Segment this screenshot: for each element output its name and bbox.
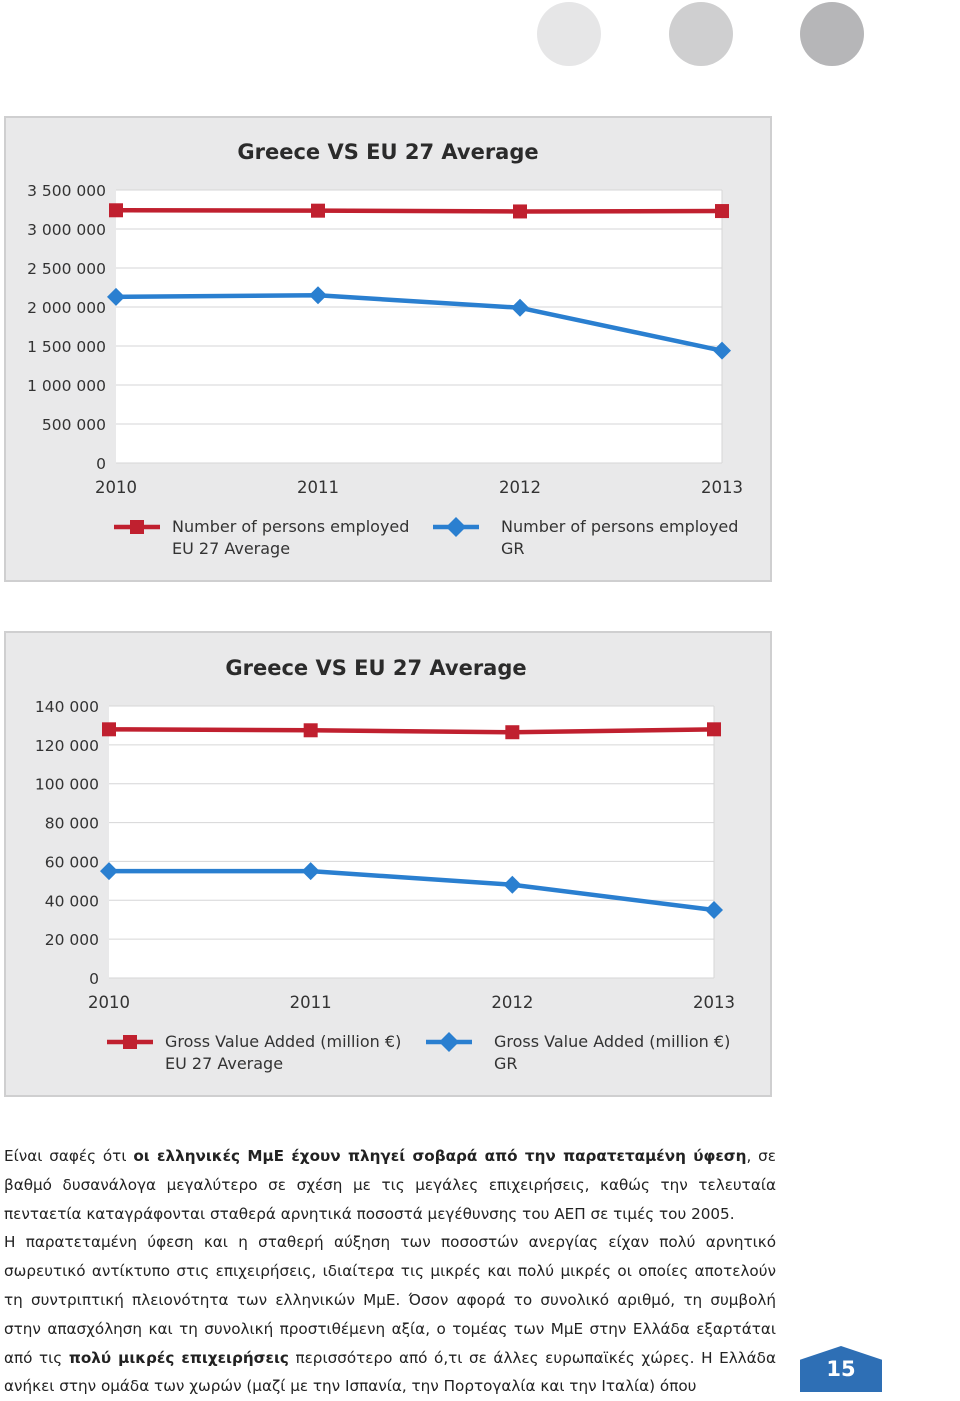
data-point-marker bbox=[107, 287, 125, 306]
data-point-marker bbox=[311, 203, 325, 218]
x-tick-label: 2013 bbox=[693, 993, 735, 1012]
legend-label-eu: Number of persons employed EU 27 Average bbox=[172, 517, 410, 558]
y-tick-label: 40 000 bbox=[45, 892, 99, 910]
data-point-marker bbox=[102, 722, 116, 737]
y-tick-label: 2 000 000 bbox=[27, 299, 106, 317]
body-text: Είναι σαφές ότι οι ελληνικές ΜμΕ έχουν π… bbox=[4, 1142, 776, 1401]
chart-employment-plot: 3 500 000 3 000 000 2 500 000 2 000 000 1 50… bbox=[27, 182, 743, 537]
page-number-badge: 15 bbox=[800, 1346, 882, 1392]
y-tick-label: 80 000 bbox=[45, 815, 99, 833]
x-tick-label: 2012 bbox=[491, 993, 533, 1012]
y-tick-label: 3 500 000 bbox=[27, 182, 106, 200]
y-tick-label: 140 000 bbox=[35, 698, 99, 716]
data-point-marker bbox=[503, 875, 522, 894]
data-point-marker bbox=[713, 341, 731, 360]
x-tick-label: 2010 bbox=[88, 993, 130, 1012]
decorative-dot-1 bbox=[537, 2, 601, 66]
legend-marker bbox=[439, 1032, 459, 1052]
series-line-eu bbox=[108, 727, 715, 735]
y-tick-label: 20 000 bbox=[45, 931, 99, 949]
data-point-marker bbox=[707, 722, 721, 737]
y-tick-label: 120 000 bbox=[35, 737, 99, 755]
data-point-marker bbox=[303, 723, 318, 738]
data-point-marker bbox=[505, 725, 520, 740]
data-point-marker bbox=[100, 862, 118, 881]
data-point-marker bbox=[715, 204, 729, 219]
y-tick-label: 0 bbox=[89, 970, 99, 988]
x-tick-label: 2010 bbox=[95, 478, 137, 497]
legend-marker bbox=[446, 517, 466, 537]
plot-area bbox=[109, 706, 714, 978]
legend-label-eu: Gross Value Added (million €) EU 27 Aver… bbox=[165, 1032, 402, 1073]
y-tick-label: 500 000 bbox=[42, 416, 106, 434]
series-line-eu bbox=[115, 208, 723, 214]
x-tick-label: 2013 bbox=[701, 478, 743, 497]
paragraph-1: Είναι σαφές ότι οι ελληνικές ΜμΕ έχουν π… bbox=[4, 1147, 776, 1223]
series-line-gr bbox=[115, 293, 723, 353]
x-tick-label: 2011 bbox=[290, 993, 332, 1012]
y-tick-label: 0 bbox=[96, 455, 106, 473]
data-point-marker bbox=[511, 298, 529, 317]
legend-marker bbox=[130, 520, 144, 534]
data-point-marker bbox=[513, 204, 527, 219]
x-tick-label: 2011 bbox=[297, 478, 339, 497]
chart-title: Greece VS EU 27 Average bbox=[225, 656, 527, 680]
data-point-marker bbox=[705, 901, 723, 919]
chart-title: Greece VS EU 27 Average bbox=[237, 140, 539, 164]
y-tick-label: 100 000 bbox=[35, 776, 99, 794]
legend-label-gr: Number of persons employed GR bbox=[501, 517, 739, 558]
data-point-marker bbox=[109, 203, 123, 218]
chart-gva-panel: Greece VS EU 27 Average 140 000 120 000 10… bbox=[4, 631, 772, 1097]
legend-marker bbox=[123, 1035, 137, 1049]
paragraph-2: Η παρατεταμένη ύφεση και η σταθερή αύξησ… bbox=[4, 1233, 776, 1396]
x-tick-label: 2012 bbox=[499, 478, 541, 497]
y-tick-label: 1 500 000 bbox=[27, 338, 106, 356]
chart-gva-plot: 140 000 120 000 100 000 80 000 60 000 40 000 2… bbox=[35, 698, 735, 1052]
y-tick-label: 3 000 000 bbox=[27, 221, 106, 239]
decorative-dot-2 bbox=[669, 2, 733, 66]
data-point-marker bbox=[301, 862, 320, 881]
decorative-dot-3 bbox=[800, 2, 864, 66]
y-tick-label: 1 000 000 bbox=[27, 377, 106, 395]
data-point-marker bbox=[309, 286, 327, 305]
y-tick-label: 60 000 bbox=[45, 853, 99, 871]
series-line-gr bbox=[109, 868, 715, 913]
plot-area bbox=[116, 190, 722, 463]
chart-employment-panel: Greece VS EU 27 Average 3 500 000 3 000 0… bbox=[4, 116, 772, 582]
legend-label-gr: Gross Value Added (million €) GR bbox=[494, 1032, 731, 1073]
y-tick-label: 2 500 000 bbox=[27, 260, 106, 278]
